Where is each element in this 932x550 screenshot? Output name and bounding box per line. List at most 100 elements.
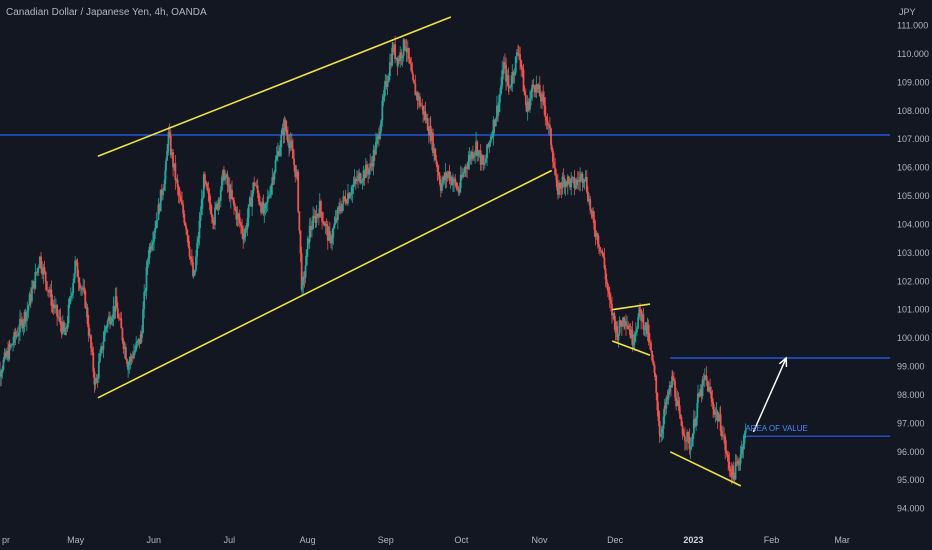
candle-body: [324, 224, 327, 227]
candle-body: [426, 118, 429, 131]
candle-body: [285, 129, 288, 134]
projection-arrow-head[interactable]: [778, 356, 788, 368]
candle-body: [404, 48, 407, 50]
candle-body: [187, 235, 190, 247]
trendline-channel-bottom[interactable]: [97, 169, 553, 399]
candle-body: [376, 135, 379, 138]
candle-body: [712, 402, 714, 409]
candle-body: [338, 206, 340, 209]
candle-body: [129, 356, 132, 363]
candle-body: [134, 349, 136, 353]
candle-body: [64, 328, 67, 335]
candle-body: [525, 105, 528, 112]
candle-body: [699, 389, 702, 397]
price-axis[interactable]: 111.000 110.000 109.000 108.000 107.000 106.0…: [897, 21, 930, 514]
candle-body: [128, 362, 131, 366]
time-axis[interactable]: pr May Jun Jul Aug Sep Oct Nov Dec 2023 Feb Mar: [2, 535, 850, 545]
candle-body: [497, 102, 500, 113]
time-tick-label: Nov: [532, 535, 549, 545]
candle-body: [663, 405, 666, 417]
trendline-wedge-bottom[interactable]: [669, 451, 742, 487]
candle-body: [49, 289, 52, 293]
candle-body: [454, 178, 457, 183]
projection-arrow-shaft[interactable]: [752, 357, 787, 433]
candle-body: [326, 225, 329, 241]
candle-body: [15, 334, 18, 337]
candle-body: [274, 160, 277, 172]
candle-body: [160, 189, 163, 196]
candle-body: [353, 178, 356, 185]
candle-body: [45, 281, 48, 290]
price-tick-label: 108.000: [897, 106, 930, 116]
annotation-area-of-value[interactable]: AREA OF VALUE: [745, 424, 808, 434]
candle-body: [414, 83, 417, 96]
candle-body: [358, 173, 361, 176]
candle-body: [469, 154, 472, 160]
candle-body: [696, 402, 699, 418]
candle-body: [334, 217, 337, 224]
candle-body: [530, 92, 532, 99]
candle-body: [166, 150, 169, 161]
candle-body: [248, 197, 251, 205]
candle-body: [558, 182, 560, 195]
candle-body: [323, 223, 326, 227]
candle-body: [114, 296, 117, 312]
candle-body: [652, 360, 655, 365]
candle-body: [348, 193, 351, 199]
candle-body: [462, 173, 464, 178]
candle-body: [657, 410, 660, 421]
candle-body: [252, 182, 255, 194]
candle-body: [322, 221, 325, 224]
candle-body: [200, 198, 203, 216]
candle-body: [139, 334, 142, 339]
candle-body: [27, 305, 30, 311]
candle-body: [50, 289, 53, 306]
candle-body: [261, 201, 264, 213]
candle-body: [664, 405, 667, 409]
candle-body: [512, 71, 515, 76]
trendline-flag-top[interactable]: [612, 303, 651, 311]
candle-body: [281, 127, 284, 135]
candle-body: [35, 272, 38, 273]
candle-body: [608, 294, 611, 300]
candle-body: [415, 92, 418, 96]
candle-body: [197, 238, 200, 243]
candle-body: [675, 397, 678, 407]
candle-body: [543, 97, 546, 106]
candle-body: [175, 179, 178, 181]
price-tick-label: 101.000: [897, 305, 930, 315]
trendline-channel-top[interactable]: [97, 16, 452, 158]
candle-body: [515, 52, 518, 57]
candle-body: [186, 229, 189, 236]
candle-body: [99, 353, 101, 363]
candle-body: [130, 356, 133, 358]
candle-body: [155, 220, 158, 228]
candle-body: [744, 429, 747, 434]
arrow-layer: [752, 356, 788, 433]
candle-body: [264, 203, 267, 209]
trendline-flag-bottom[interactable]: [611, 340, 651, 356]
candle-body: [703, 375, 706, 381]
candle-body: [595, 233, 598, 237]
time-tick-label: Oct: [454, 535, 469, 545]
price-tick-label: 97.000: [897, 418, 925, 428]
candle-body: [309, 225, 312, 230]
candle-body: [565, 181, 568, 186]
candle-body: [568, 176, 570, 180]
candle-body: [561, 176, 564, 189]
candle-body: [626, 325, 629, 327]
candle-body: [131, 357, 134, 359]
candle-body: [94, 382, 97, 385]
candle-body: [622, 317, 624, 327]
candle-body: [572, 177, 575, 179]
candle-body: [420, 105, 422, 107]
candle-body: [262, 201, 265, 214]
candle-body: [694, 419, 696, 427]
candle-body: [331, 237, 334, 244]
candle-body: [234, 206, 237, 210]
candle-body: [654, 372, 656, 376]
candle-body: [614, 320, 617, 333]
candle-body: [482, 163, 485, 165]
